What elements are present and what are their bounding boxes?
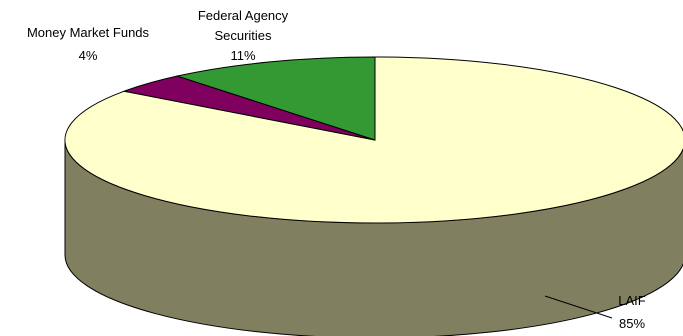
label-federal-agency-securities-line2: Securities — [214, 28, 272, 43]
label-laif-name: LAIF — [618, 293, 646, 308]
label-money-market-funds-name: Money Market Funds — [27, 25, 150, 40]
leader-line-laif — [544, 295, 613, 319]
label-money-market-funds: Money Market Funds 4% — [27, 25, 150, 63]
label-money-market-funds-value: 4% — [79, 48, 98, 63]
label-laif: LAIF 85% — [618, 293, 646, 331]
label-federal-agency-securities-line1: Federal Agency — [198, 8, 289, 23]
pie-slice-federal-agency-securities — [175, 56, 376, 141]
label-laif-value: 85% — [619, 316, 645, 331]
label-federal-agency-securities: Federal Agency Securities 11% — [198, 8, 289, 63]
label-federal-agency-securities-value: 11% — [230, 48, 255, 63]
